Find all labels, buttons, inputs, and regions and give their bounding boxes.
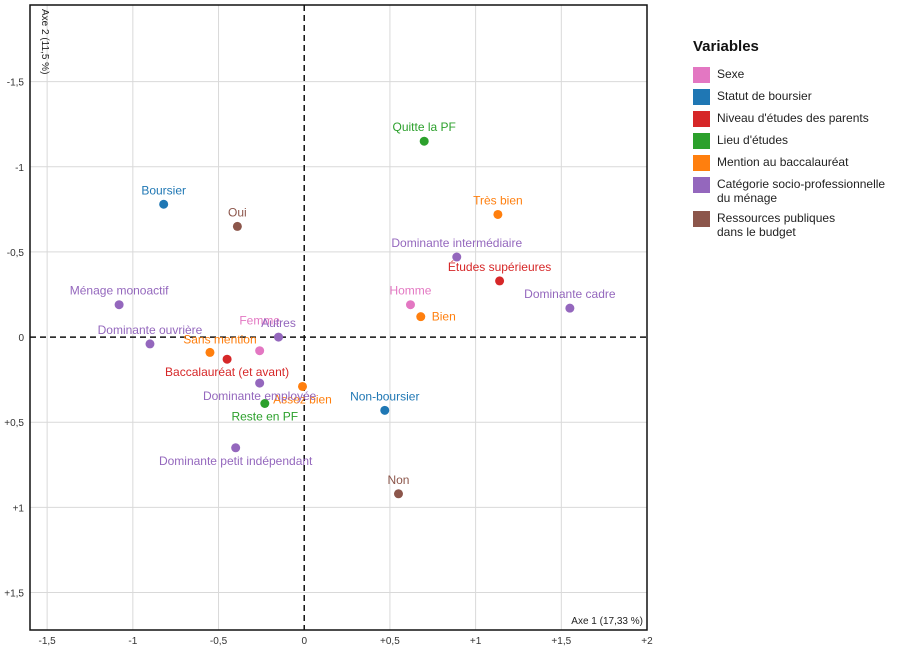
- point-femme: [255, 346, 265, 356]
- point-menage-monoactif: [114, 300, 124, 310]
- x-tick-label: -1,5: [39, 636, 57, 647]
- legend-swatch: [693, 211, 710, 227]
- point-label-non-boursier: Non-boursier: [350, 389, 419, 403]
- point-non: [393, 489, 403, 499]
- point-dominante-ouvriere: [145, 339, 155, 349]
- point-label-quitte-la-pf: Quitte la PF: [393, 120, 456, 134]
- point-label-non: Non: [387, 473, 409, 487]
- point-label-assez-bien: Assez bien: [273, 392, 332, 406]
- x-tick-label: +0,5: [380, 636, 400, 647]
- legend-item-mention-au-baccalaureat: Mention au baccalauréat: [693, 155, 898, 171]
- legend-swatch: [693, 89, 710, 105]
- legend-item-categorie-socio-professionnelle-du-menage: Catégorie socio-professionnelle du ménage: [693, 177, 898, 205]
- plot-frame: [29, 4, 648, 631]
- point-label-sans-mention: Sans mention: [183, 332, 256, 346]
- legend-swatch: [693, 133, 710, 149]
- y-tick-label: +1: [13, 503, 25, 514]
- legend-item-niveau-d-etudes-des-parents: Niveau d'études des parents: [693, 111, 898, 127]
- grid: [30, 5, 648, 630]
- point-dominante-employee: [255, 378, 265, 388]
- point-label-dominante-intermediaire: Dominante intermédiaire: [391, 236, 522, 250]
- legend-item-statut-de-boursier: Statut de boursier: [693, 89, 898, 105]
- x-tick-label: -0,5: [210, 636, 228, 647]
- point-label-baccalaureat-et-avant: Baccalauréat (et avant): [165, 365, 289, 379]
- legend-item-sexe: Sexe: [693, 67, 898, 83]
- point-sans-mention: [205, 347, 215, 357]
- point-label-femme: Femme: [239, 314, 280, 328]
- point-label-bien: Bien: [432, 310, 456, 324]
- legend-label: Statut de boursier: [717, 89, 812, 103]
- point-label-autres: Autres: [261, 316, 296, 330]
- legend-label: Lieu d'études: [717, 133, 789, 147]
- point-non-boursier: [380, 405, 390, 415]
- legend-item-ressources-publiques-dans-le-budget: Ressources publiques dans le budget: [693, 211, 898, 239]
- x-tick-label: +2: [641, 636, 653, 647]
- y-tick-label: -0,5: [7, 248, 25, 259]
- legend-label: Ressources publiques dans le budget: [717, 211, 836, 239]
- point-bien: [416, 312, 426, 322]
- x-tick-label: +1,5: [551, 636, 571, 647]
- legend: Variables Sexe Statut de boursier Niveau d…: [693, 38, 898, 245]
- legend-label: Niveau d'études des parents: [717, 111, 869, 125]
- x-tick-label: 0: [301, 636, 307, 647]
- point-autres: [274, 332, 284, 342]
- point-dominante-intermediaire: [452, 252, 462, 262]
- point-homme: [405, 300, 415, 310]
- point-quitte-la-pf: [419, 136, 429, 146]
- y-tick-labels: -1,5 -1 -0,5 0 +0,5 +1 +1,5: [4, 78, 24, 600]
- point-dominante-petit-independant: [231, 443, 241, 453]
- point-label-etudes-superieures: Études supérieures: [448, 259, 551, 274]
- point-label-dominante-ouvriere: Dominante ouvrière: [98, 323, 203, 337]
- legend-swatch: [693, 67, 710, 83]
- legend-items: Sexe Statut de boursier Niveau d'études de…: [693, 67, 898, 239]
- legend-item-lieu-d-etudes: Lieu d'études: [693, 133, 898, 149]
- x-tick-label: -1: [128, 636, 137, 647]
- legend-swatch: [693, 111, 710, 127]
- legend-label: Catégorie socio-professionnelle du ménage: [717, 177, 886, 205]
- point-label-oui: Oui: [228, 205, 247, 219]
- point-dominante-cadre: [565, 303, 575, 313]
- point-label-reste-en-pf: Reste en PF: [231, 410, 298, 424]
- y-axis-label: Axe 2 (11,5 %): [39, 9, 50, 74]
- y-tick-label: 0: [18, 333, 24, 344]
- legend-label: Mention au baccalauréat: [717, 155, 849, 169]
- x-tick-labels: -1,5 -1 -0,5 0 +0,5 +1 +1,5 +2: [39, 636, 654, 647]
- y-tick-label: -1,5: [7, 78, 25, 89]
- point-label-dominante-cadre: Dominante cadre: [524, 287, 616, 301]
- zero-lines: [30, 5, 647, 630]
- point-label-homme: Homme: [389, 284, 431, 298]
- x-tick-label: +1: [470, 636, 482, 647]
- point-label-dominante-employee: Dominante employée: [203, 389, 317, 403]
- point-label-tres-bien: Très bien: [473, 193, 523, 207]
- y-tick-label: -1: [15, 163, 24, 174]
- point-label-menage-monoactif: Ménage monoactif: [70, 284, 169, 298]
- point-label-dominante-petit-independant: Dominante petit indépendant: [159, 454, 313, 468]
- legend-label: Sexe: [717, 67, 745, 81]
- point-etudes-superieures: [495, 276, 505, 286]
- legend-swatch: [693, 155, 710, 171]
- point-baccalaureat-et-avant: [222, 354, 232, 364]
- y-tick-label: +1,5: [4, 589, 24, 600]
- point-boursier: [159, 199, 169, 209]
- point-label-boursier: Boursier: [141, 183, 186, 197]
- point-reste-en-pf: [260, 399, 270, 409]
- data-points: Homme Femme Boursier Non-boursier Études sup…: [70, 120, 616, 499]
- legend-title: Variables: [693, 38, 759, 55]
- point-tres-bien: [493, 209, 503, 219]
- point-oui: [232, 221, 242, 231]
- point-assez-bien: [298, 381, 308, 391]
- legend-swatch: [693, 177, 710, 193]
- x-axis-label: Axe 1 (17,33 %): [571, 616, 643, 627]
- y-tick-label: +0,5: [4, 418, 24, 429]
